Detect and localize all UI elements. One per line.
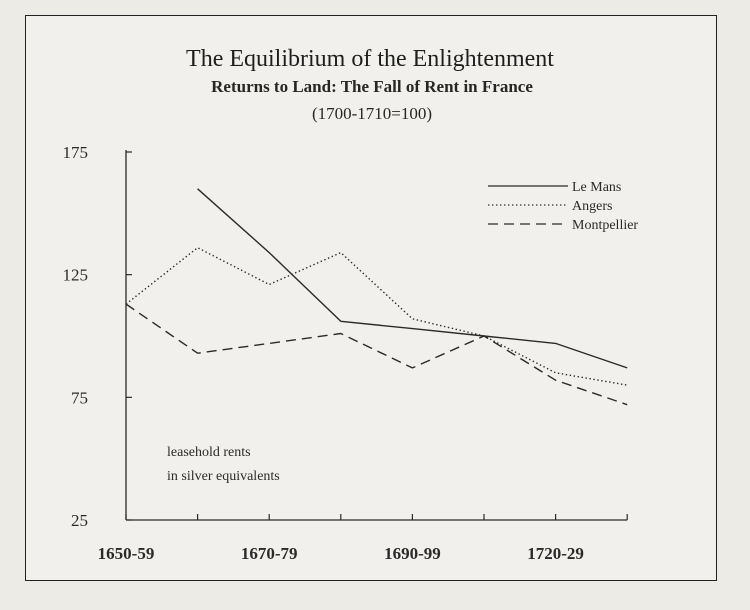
y-tick-label: 125 [63,266,89,285]
annotation-line-2: in silver equivalents [167,469,280,484]
y-tick-label: 75 [71,388,88,407]
legend-label: Angers [572,199,612,214]
x-tick-label: 1650-59 [98,544,155,563]
annotation-line-1: leasehold rents [167,445,251,460]
chart-frame [25,15,717,581]
chart-subtitle: Returns to Land: The Fall of Rent in Fra… [211,77,533,96]
y-tick-label: 25 [71,511,88,530]
series-layer [125,188,628,406]
x-tick-label: 1670-79 [241,544,298,563]
axes: 25 75 125 175 1650-59 1670-79 1690-99 1720-29 [63,143,628,563]
series-line-le-mans [197,188,628,369]
series-line-montpellier [125,303,628,406]
legend: Le Mans Angers Montpellier [488,180,638,233]
y-tick-label: 175 [63,143,89,162]
series-line-angers [125,246,628,386]
legend-label: Montpellier [572,218,638,233]
x-tick-label: 1720-29 [527,544,584,563]
chart-title: The Equilibrium of the Enlightenment [186,46,554,72]
x-tick-label: 1690-99 [384,544,441,563]
chart-subtitle-index: (1700-1710=100) [312,104,432,123]
legend-label: Le Mans [572,180,621,195]
